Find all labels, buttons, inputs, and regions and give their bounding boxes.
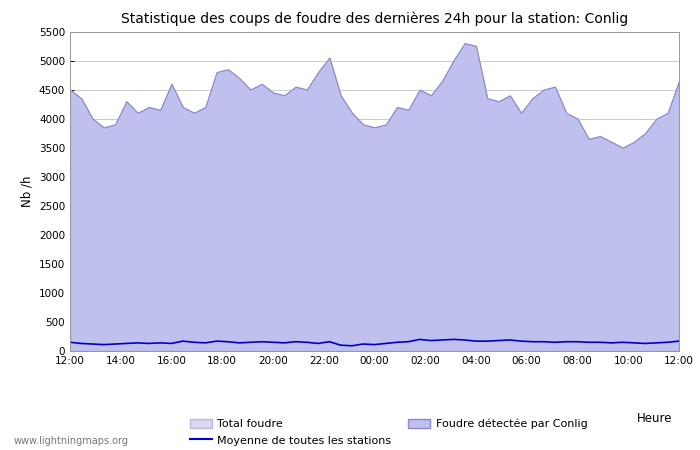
Legend: Total foudre, Moyenne de toutes les stations, Foudre détectée par Conlig: Total foudre, Moyenne de toutes les stat… xyxy=(186,414,592,450)
Title: Statistique des coups de foudre des dernières 24h pour la station: Conlig: Statistique des coups de foudre des dern… xyxy=(121,12,628,26)
Y-axis label: Nb /h: Nb /h xyxy=(20,176,34,207)
Text: www.lightningmaps.org: www.lightningmaps.org xyxy=(14,436,129,446)
Text: Heure: Heure xyxy=(637,412,673,425)
